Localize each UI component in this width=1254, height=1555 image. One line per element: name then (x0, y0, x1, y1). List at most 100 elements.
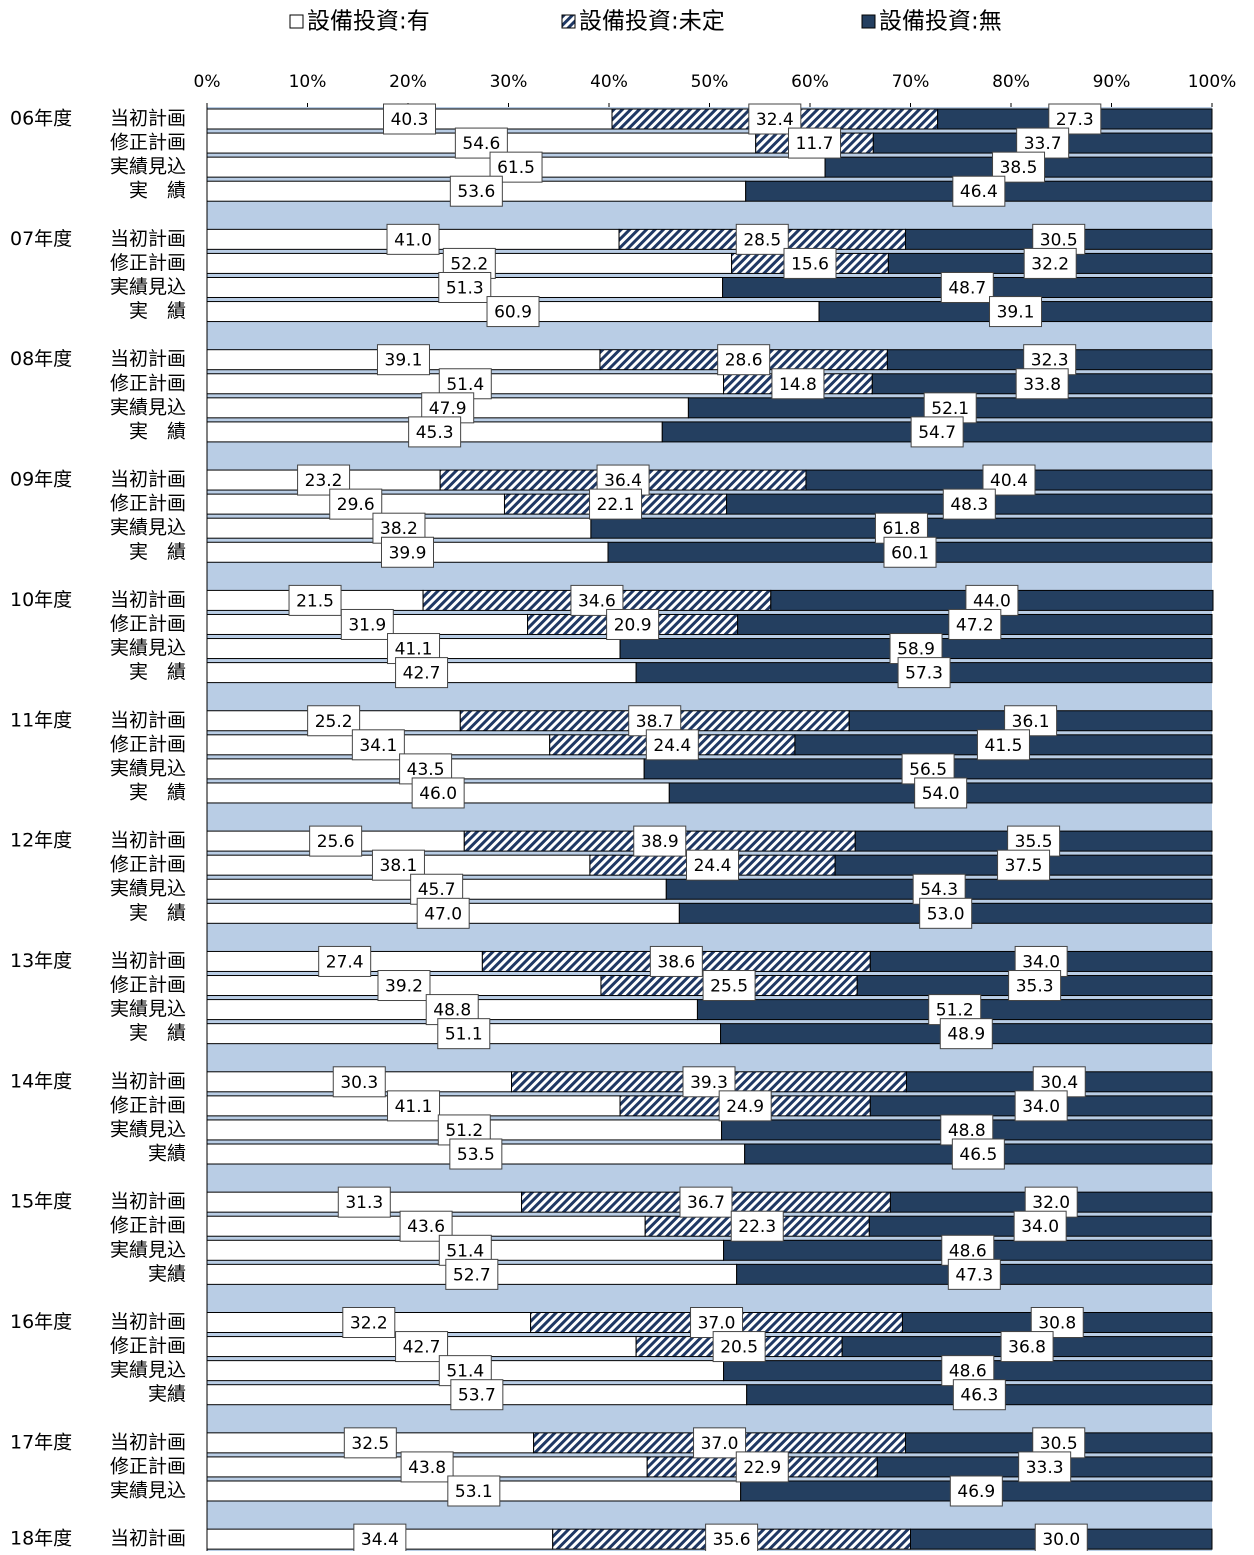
data-label: 51.2 (445, 1121, 483, 1141)
label-box (951, 1138, 1005, 1170)
data-label: 39.1 (385, 351, 423, 371)
row-label: 実績見込 (110, 396, 186, 418)
x-tick-label: 0% (194, 72, 221, 92)
row-label: 当初計画 (110, 348, 186, 370)
label-box (939, 1018, 993, 1050)
data-label: 35.3 (1016, 977, 1054, 997)
data-label: 54.6 (462, 134, 500, 154)
label-box (340, 608, 394, 640)
data-label: 30.5 (1040, 1434, 1078, 1454)
data-label: 57.3 (905, 664, 943, 684)
row-label: 実績見込 (110, 276, 186, 298)
label-box (952, 175, 1006, 207)
label-box (387, 1090, 441, 1122)
data-label: 46.0 (419, 784, 457, 804)
row-label: 実績見込 (110, 1479, 186, 1501)
data-label: 61.8 (883, 519, 921, 539)
label-box (645, 729, 699, 761)
data-label: 25.6 (317, 832, 355, 852)
data-label: 52.2 (450, 254, 488, 274)
row-label: 実績見込 (110, 1118, 186, 1140)
data-label: 40.4 (990, 471, 1028, 491)
data-label: 45.7 (418, 880, 456, 900)
data-label: 35.6 (713, 1530, 751, 1550)
row-label: 修正計画 (110, 132, 186, 154)
data-label: 51.2 (936, 1001, 974, 1021)
data-label: 34.0 (1021, 1217, 1059, 1237)
label-box (337, 1186, 391, 1218)
row-label: 当初計画 (110, 1070, 186, 1092)
data-label: 52.1 (931, 399, 969, 419)
data-label: 43.6 (407, 1217, 445, 1237)
data-label: 30.4 (1040, 1073, 1078, 1093)
data-label: 53.1 (455, 1482, 493, 1502)
data-label: 45.3 (416, 423, 454, 443)
group-label: 14年度 (10, 1070, 72, 1092)
label-box (717, 344, 771, 376)
data-label: 53.6 (457, 182, 495, 202)
label-box (449, 175, 503, 207)
label-box (288, 584, 342, 616)
data-label: 36.8 (1008, 1338, 1046, 1358)
data-label: 48.3 (950, 495, 988, 515)
data-label: 24.9 (726, 1097, 764, 1117)
data-label: 60.1 (891, 543, 929, 563)
data-label: 35.5 (1015, 832, 1053, 852)
row-label: 実績見込 (110, 1239, 186, 1261)
label-box (942, 488, 996, 520)
row-label: 実 績 (129, 902, 186, 924)
label-box (705, 1523, 759, 1555)
label-box (783, 247, 837, 279)
row-label: 実績見込 (110, 998, 186, 1020)
row-label: 実 績 (129, 1022, 186, 1044)
data-label: 14.8 (779, 375, 817, 395)
row-label: 当初計画 (110, 469, 186, 491)
row-label: 実 績 (129, 661, 186, 683)
label-box (309, 825, 363, 857)
row-label: 実績見込 (110, 517, 186, 539)
legend-label: 設備投資:未定 (579, 9, 725, 35)
data-label: 47.2 (956, 615, 994, 635)
label-box (416, 897, 470, 929)
label-box (1023, 247, 1077, 279)
data-label: 20.9 (614, 615, 652, 635)
data-label: 39.3 (690, 1073, 728, 1093)
row-label: 実績見込 (110, 878, 186, 900)
label-box (997, 849, 1051, 881)
data-label: 47.9 (429, 399, 467, 419)
label-box (1008, 970, 1062, 1002)
data-label: 23.2 (305, 471, 343, 491)
data-label: 22.1 (597, 495, 635, 515)
label-box (679, 1186, 733, 1218)
group-label: 16年度 (10, 1311, 72, 1333)
row-label: 修正計画 (110, 854, 186, 876)
data-label: 54.3 (920, 880, 958, 900)
row-label: 実 績 (129, 420, 186, 442)
data-label: 32.3 (1031, 351, 1069, 371)
data-label: 32.2 (350, 1314, 388, 1334)
label-box (307, 705, 361, 737)
data-label: 24.4 (653, 736, 691, 756)
label-box (649, 945, 703, 977)
row-label: 修正計画 (110, 493, 186, 515)
data-label: 43.8 (408, 1458, 446, 1478)
data-label: 48.7 (948, 278, 986, 298)
row-label: 実績 (148, 1143, 186, 1165)
label-box (976, 729, 1030, 761)
data-label: 31.3 (345, 1193, 383, 1213)
row-label: 当初計画 (110, 709, 186, 731)
label-box (1032, 1066, 1086, 1098)
row-label: 実 績 (129, 300, 186, 322)
x-tick-label: 70% (892, 72, 930, 92)
group-label: 12年度 (10, 830, 72, 852)
data-label: 48.6 (949, 1241, 987, 1261)
label-box (735, 223, 789, 255)
data-label: 46.5 (959, 1145, 997, 1165)
data-label: 32.0 (1032, 1193, 1070, 1213)
label-box (702, 970, 756, 1002)
group-label: 10年度 (10, 589, 72, 611)
label-box (883, 536, 937, 568)
legend-swatch (561, 14, 576, 29)
group-label: 06年度 (10, 108, 72, 130)
